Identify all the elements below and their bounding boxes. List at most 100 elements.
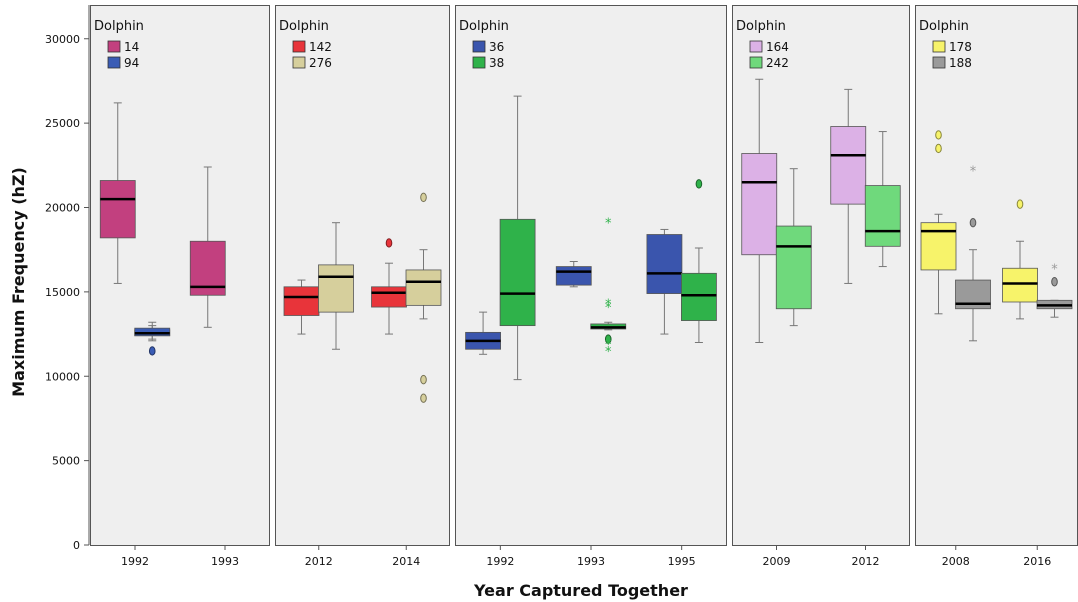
box-series-188-2016 [1036,299,1073,318]
outlier-star: * [605,301,612,316]
x-tick-label: 1993 [577,555,605,568]
panel-background [90,5,270,546]
legend-swatch [932,40,946,53]
legend-swatch [749,40,763,53]
x-tick-label: 2008 [942,555,970,568]
chart-panels: 1992 1993 Dolphin 14 94 2012 2014 Dolphin 142 276… [90,5,1078,568]
legend-title: Dolphin [279,19,329,34]
y-axis: 0 5000 10000 15000 20000 25000 30000 [45,5,90,552]
x-axis-title: Year Captured Together [473,581,688,600]
panel-1: 1992 1993 Dolphin 14 94 [90,5,270,568]
box [830,126,867,205]
outlier-circle [148,346,156,356]
box [318,264,354,313]
legend-title: Dolphin [94,19,144,34]
y-tick-label: 30000 [45,33,80,46]
y-tick-label: 0 [73,539,80,552]
box-series-36-1992 [465,311,501,355]
box [499,218,536,327]
outlier-circle [1016,199,1024,209]
x-tick-label: 1995 [668,555,696,568]
box-series-94-1992 [134,321,171,342]
y-tick-label: 5000 [52,455,80,468]
outlier-star: * [1051,262,1058,277]
legend-swatch [472,40,486,53]
outlier-circle [935,143,942,154]
box [920,222,957,271]
legend-swatch [292,40,306,53]
box [646,234,683,294]
outlier-star: * [970,164,977,179]
x-tick-label: 2009 [763,555,791,568]
box-series-276-2014 [405,249,442,320]
x-tick-label: 2014 [392,555,420,568]
panel-2: 2012 2014 Dolphin 142 276 [275,5,450,568]
outlier-circle [420,192,427,203]
legend-label: 178 [949,40,972,54]
box [371,286,407,308]
legend-swatch [932,56,946,69]
legend-swatch [107,40,121,53]
outlier-circle [1051,277,1058,287]
y-axis-title: Maximum Frequency (hZ) [9,167,28,397]
outlier-star: * [605,345,612,360]
x-tick-label: 1993 [211,555,239,568]
box-series-242-2009 [775,168,812,327]
box-series-38-1995 [681,247,717,343]
box [1002,267,1038,303]
x-tick-label: 2012 [305,555,333,568]
panel-4: 2009 2012 Dolphin 164 242 [732,5,910,568]
legend: Dolphin 14 94 [94,19,144,70]
legend-label: 38 [489,56,504,70]
legend-title: Dolphin [736,19,786,34]
legend: Dolphin 164 242 [736,19,789,70]
panel-background [915,5,1078,546]
box [864,185,901,247]
y-tick-label: 25000 [45,117,80,130]
legend: Dolphin 178 188 [919,19,972,70]
box-series-14-1992 [99,102,136,284]
box-series-178-2016 [1002,240,1038,320]
box-series-36-1993 [555,261,592,288]
legend-title: Dolphin [459,19,509,34]
legend-title: Dolphin [919,19,969,34]
box [283,286,320,316]
legend-label: 188 [949,56,972,70]
outlier-circle [604,334,612,344]
box [134,327,171,337]
box-series-142-2014 [371,262,407,335]
legend-swatch [749,56,763,69]
box [99,180,136,239]
outlier-star: * [605,217,612,232]
outlier-circle [420,393,427,403]
outlier-circle [935,130,942,140]
y-tick-label: 15000 [45,286,80,299]
box-series-242-2012 [864,131,901,268]
box-series-276-2012 [318,222,354,350]
outlier-circle [420,374,427,385]
outlier-star: * [605,338,612,353]
legend-swatch [472,56,486,69]
legend-label: 164 [766,40,789,54]
panel-background [732,5,910,546]
box [741,153,778,256]
legend: Dolphin 36 38 [459,19,509,70]
legend-label: 242 [766,56,789,70]
legend-label: 94 [124,56,139,70]
outlier-circle [695,179,703,189]
box-series-188-2008 [955,249,991,342]
y-tick-label: 10000 [45,370,80,383]
box-series-38-1993 [590,321,627,331]
legend-label: 142 [309,40,332,54]
legend-swatch [107,56,121,69]
box-series-38-1992 [499,95,536,381]
box-series-164-2012 [830,88,867,284]
box-series-178-2008 [920,213,957,315]
y-tick-label: 20000 [45,202,80,215]
box [681,272,717,321]
legend: Dolphin 142 276 [279,19,332,70]
legend-label: 276 [309,56,332,70]
x-tick-label: 1992 [486,555,514,568]
